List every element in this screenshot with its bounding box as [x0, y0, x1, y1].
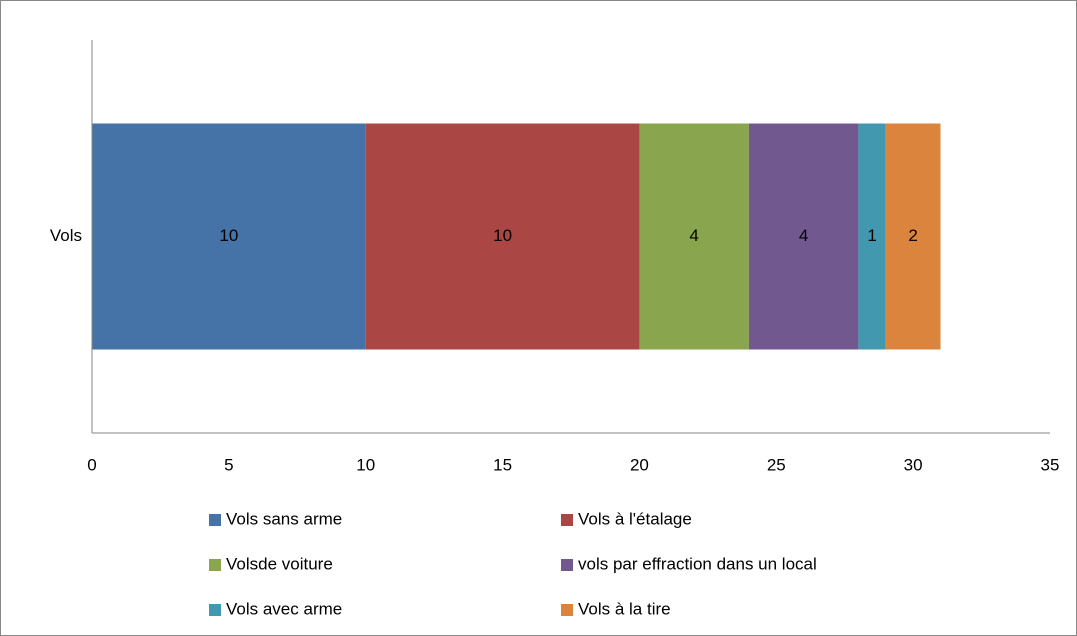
legend-label: Vols à l'étalage	[578, 509, 692, 528]
legend-label: Vols à la tire	[578, 599, 671, 618]
x-tick-label: 0	[87, 455, 96, 474]
y-tick-label: Vols	[50, 226, 82, 245]
legend-swatch	[561, 559, 573, 571]
legend-label: vols par effraction dans un local	[578, 554, 817, 573]
legend-swatch	[561, 514, 573, 526]
data-label: 10	[219, 226, 238, 245]
x-tick-label: 30	[904, 455, 923, 474]
legend-label: Vols sans arme	[226, 509, 342, 528]
data-label: 4	[799, 226, 808, 245]
data-label: 10	[493, 226, 512, 245]
data-label: 1	[867, 226, 876, 245]
bar-segment	[365, 123, 640, 350]
bar-segment	[885, 123, 941, 350]
x-tick-label: 35	[1041, 455, 1060, 474]
legend-swatch	[561, 604, 573, 616]
x-tick-label: 15	[493, 455, 512, 474]
bar-segment	[858, 123, 886, 350]
x-tick-label: 25	[767, 455, 786, 474]
legend-label: Vols avec arme	[226, 599, 342, 618]
legend-swatch	[209, 559, 221, 571]
x-tick-label: 10	[356, 455, 375, 474]
bar-segment	[748, 123, 859, 350]
x-tick-label: 5	[224, 455, 233, 474]
x-tick-label: 20	[630, 455, 649, 474]
data-label: 4	[689, 226, 698, 245]
bar-segment	[639, 123, 749, 350]
legend-swatch	[209, 604, 221, 616]
legend-label: Volsde voiture	[226, 554, 333, 573]
bar-segment	[92, 123, 366, 350]
data-label: 2	[908, 226, 917, 245]
legend-swatch	[209, 514, 221, 526]
